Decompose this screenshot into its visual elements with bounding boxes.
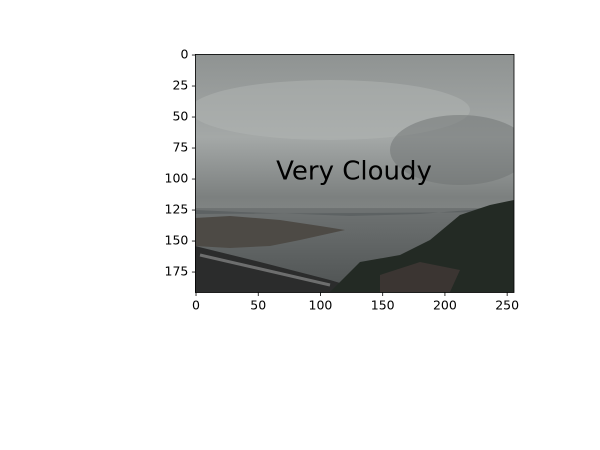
x-tick-label: 50 <box>250 298 266 313</box>
x-tick-label: 200 <box>433 298 457 313</box>
annotation: Very Cloudy <box>276 157 432 187</box>
y-tick-label: 125 <box>165 202 189 217</box>
x-tick-label: 150 <box>371 298 395 313</box>
y-tick-label: 150 <box>165 233 189 248</box>
y-tick-label: 100 <box>165 171 189 186</box>
x-tick-label: 0 <box>192 298 200 313</box>
axes-frame <box>194 54 515 293</box>
y-tick-label: 0 <box>180 47 188 62</box>
y-tick-label: 50 <box>172 109 188 124</box>
y-tick-label: 25 <box>172 78 188 93</box>
y-tick-label: 175 <box>165 264 189 279</box>
x-tick-label: 250 <box>495 298 519 313</box>
y-tick-label: 75 <box>172 140 188 155</box>
photo <box>195 54 514 293</box>
x-tick-label: 100 <box>309 298 333 313</box>
